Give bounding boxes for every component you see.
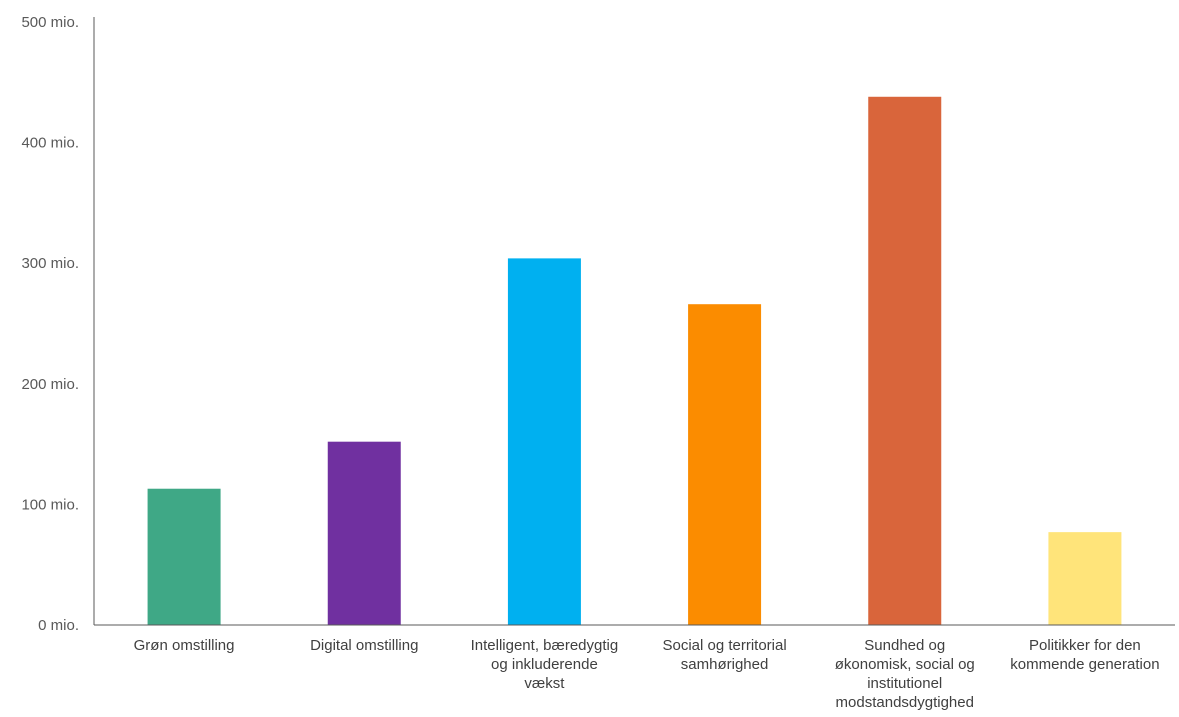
x-category-label: Sundhed og økonomisk, social og institutio… bbox=[835, 637, 975, 711]
x-category-label-line: institutionel bbox=[867, 675, 942, 692]
x-category-label-line: økonomisk, social og bbox=[835, 656, 975, 673]
y-tick-label: 200 mio. bbox=[21, 376, 79, 393]
y-tick-label: 400 mio. bbox=[21, 135, 79, 152]
bar bbox=[1048, 532, 1122, 625]
bars bbox=[147, 96, 1122, 626]
y-tick-label: 500 mio. bbox=[21, 14, 79, 31]
axes bbox=[93, 17, 1175, 626]
bar bbox=[327, 441, 401, 625]
x-category-label-line: Digital omstilling bbox=[310, 637, 418, 654]
x-category-label-line: Social og territorial bbox=[662, 637, 786, 654]
x-axis-labels: Grøn omstilling Digital omstilling Intelli… bbox=[134, 637, 1160, 711]
bar bbox=[147, 488, 221, 625]
x-category-label-line: Grøn omstilling bbox=[134, 637, 235, 654]
x-category-label: Digital omstilling bbox=[310, 637, 418, 654]
x-category-label-line: Sundhed og bbox=[864, 637, 945, 654]
bar bbox=[868, 96, 942, 626]
x-category-label-line: kommende generation bbox=[1010, 656, 1159, 673]
x-category-label-line: Intelligent, bæredygtig bbox=[471, 637, 619, 654]
x-category-label-line: Politikker for den bbox=[1029, 637, 1141, 654]
x-category-label: Intelligent, bæredygtig og inkluderende væ… bbox=[471, 637, 619, 692]
x-category-label: Social og territorial samhørighed bbox=[662, 637, 786, 673]
bar bbox=[507, 258, 581, 625]
x-category-label-line: samhørighed bbox=[681, 656, 769, 673]
x-category-label: Politikker for den kommende generation bbox=[1010, 637, 1159, 673]
x-category-label-line: modstandsdygtighed bbox=[836, 694, 974, 711]
bar bbox=[688, 304, 762, 625]
x-category-label-line: og inkluderende bbox=[491, 656, 598, 673]
y-tick-label: 300 mio. bbox=[21, 255, 79, 272]
y-axis-ticks: 0 mio. 100 mio. 200 mio. 300 mio. 400 mio. 50… bbox=[21, 14, 79, 634]
y-tick-label: 100 mio. bbox=[21, 496, 79, 513]
y-tick-label: 0 mio. bbox=[38, 617, 79, 634]
x-category-label-line: vækst bbox=[524, 675, 565, 692]
x-category-label: Grøn omstilling bbox=[134, 637, 235, 654]
